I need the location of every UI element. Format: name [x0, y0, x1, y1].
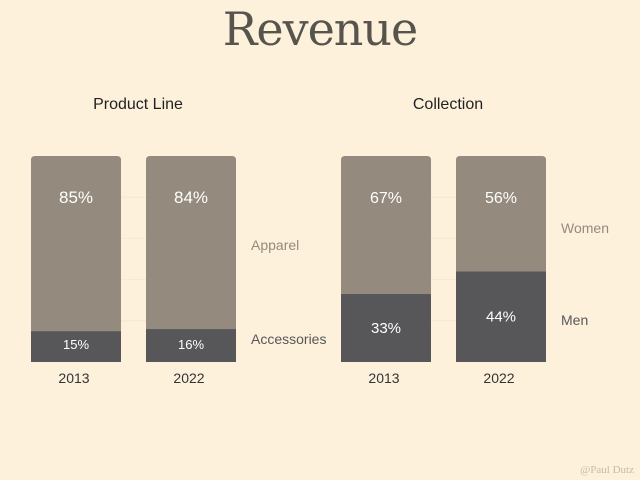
collection-bar-women-2013 — [341, 156, 431, 295]
collection-bar-women-2022 — [456, 156, 546, 272]
product-line-label-apparel-2013: 85% — [59, 188, 93, 207]
product-line-x-tick-2013: 2013 — [58, 370, 89, 386]
collection-series-name-men: Men — [561, 312, 588, 328]
product-line-label-apparel-2022: 84% — [174, 188, 208, 207]
product-line-label-accessories-2013: 15% — [63, 337, 89, 352]
collection-label-women-2022: 56% — [485, 190, 517, 207]
collection-x-tick-2013: 2013 — [368, 370, 399, 386]
collection-label-men-2022: 44% — [486, 309, 516, 326]
collection-bar-men-2013 — [341, 294, 431, 362]
product-line-x-tick-2022: 2022 — [173, 370, 204, 386]
credit-text: @Paul Dutz — [580, 464, 634, 476]
product-line-bar-accessories-2013 — [31, 331, 121, 362]
collection-label-women-2013: 67% — [370, 190, 402, 207]
product-line-label-accessories-2022: 16% — [178, 337, 204, 352]
product-line-title: Product Line — [93, 96, 183, 113]
product-line-bar-apparel-2022 — [146, 156, 236, 330]
product-line-bar-accessories-2022 — [146, 329, 236, 362]
product-line-bar-apparel-2013 — [31, 156, 121, 332]
product-line-series-name-accessories: Accessories — [251, 331, 326, 347]
chart-title: Revenue — [222, 2, 419, 56]
product-line-series-name-apparel: Apparel — [251, 237, 299, 253]
collection-x-tick-2022: 2022 — [483, 370, 514, 386]
collection-label-men-2013: 33% — [371, 320, 401, 337]
collection-bar-men-2022 — [456, 271, 546, 362]
collection-series-name-women: Women — [561, 220, 609, 236]
collection-title: Collection — [413, 96, 483, 113]
